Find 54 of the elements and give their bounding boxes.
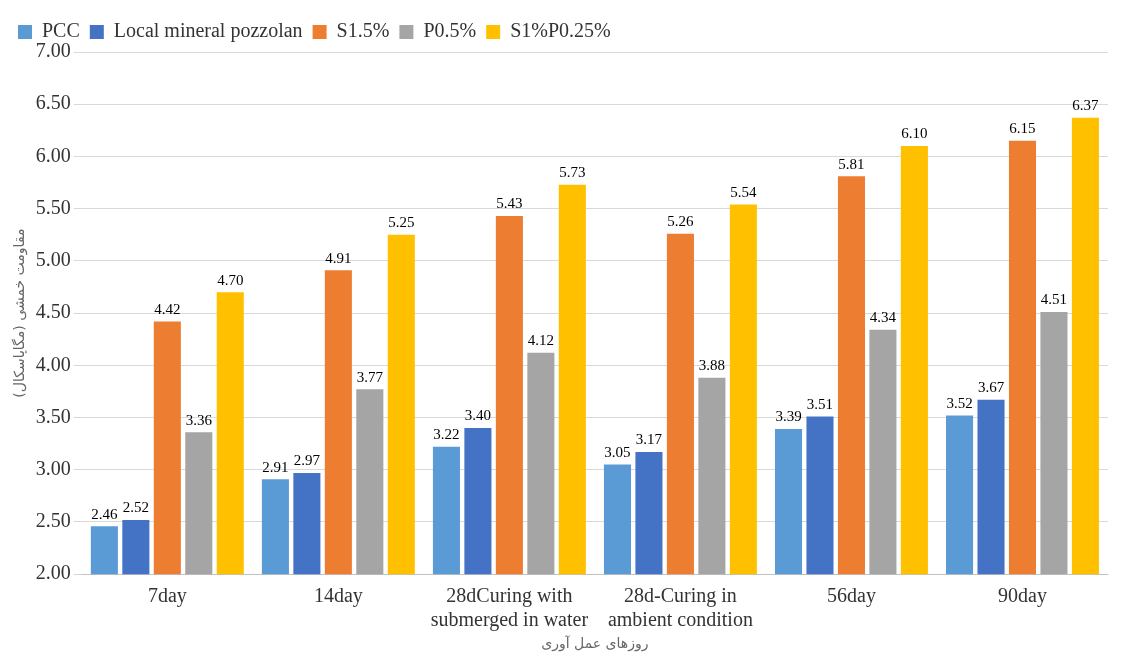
x-axis-title: روزهای عمل آوری [541,635,649,653]
legend-label: PCC [42,19,80,42]
y-tick-label: 5.50 [35,195,71,218]
legend-label: S1.5% [336,19,390,42]
y-tick-label: 4.50 [35,300,71,323]
x-tick-label: 90day [998,584,1047,608]
data-label: 2.91 [262,458,289,475]
data-label: 6.15 [1009,120,1036,137]
legend-label: S1%P0.25% [510,19,611,42]
data-label: 4.70 [217,271,244,288]
data-label: 3.77 [356,368,384,385]
data-label: 3.51 [806,395,834,412]
data-label: 2.52 [122,499,149,516]
data-label: 3.52 [946,394,973,411]
y-tick-label: 5.00 [35,248,71,271]
data-label: 3.39 [775,408,802,425]
x-tick-label: 7day [147,584,187,608]
data-label: 5.26 [667,213,695,230]
data-label: 3.36 [185,411,213,428]
y-tick-label: 7.00 [35,39,71,62]
data-label: 5.43 [496,195,523,212]
data-label: 4.12 [527,332,554,349]
data-label: 3.67 [977,379,1005,396]
x-tick-label: 28d-Curing in ambient condition [607,584,753,631]
data-label: 4.42 [154,300,181,317]
data-label: 4.51 [1040,291,1068,308]
data-label: 6.37 [1072,97,1100,114]
data-label: 3.17 [635,431,663,448]
data-label: 3.40 [464,407,492,424]
y-tick-label: 2.00 [35,561,71,584]
data-label: 5.73 [559,164,586,181]
y-tick-label: 6.50 [35,91,71,114]
data-label: 3.05 [604,443,631,460]
legend-label: Local mineral pozzolan [113,19,303,43]
data-label: 4.34 [869,309,897,326]
legend-label: P0.5% [423,19,477,42]
data-label: 2.46 [91,505,118,522]
data-label: 3.88 [698,357,726,374]
y-tick-label: 4.00 [35,352,71,375]
data-label: 2.97 [293,452,321,469]
data-label: 4.91 [325,249,352,266]
y-tick-label: 6.00 [35,143,71,166]
y-tick-label: 3.50 [35,404,71,427]
x-tick-label: 56day [827,584,876,608]
data-label: 5.25 [388,214,415,231]
y-axis-title: مقاومت خمشی (مگاپاسکال) [11,228,29,398]
data-label: 6.10 [901,125,928,142]
y-tick-label: 2.50 [35,509,71,532]
x-tick-label: 28dCuring with submerged in water [430,584,589,632]
data-label: 3.22 [433,426,460,443]
data-label: 5.81 [838,155,865,172]
y-tick-label: 3.00 [35,457,71,480]
x-tick-label: 14day [313,584,363,608]
data-label: 5.54 [730,183,757,200]
